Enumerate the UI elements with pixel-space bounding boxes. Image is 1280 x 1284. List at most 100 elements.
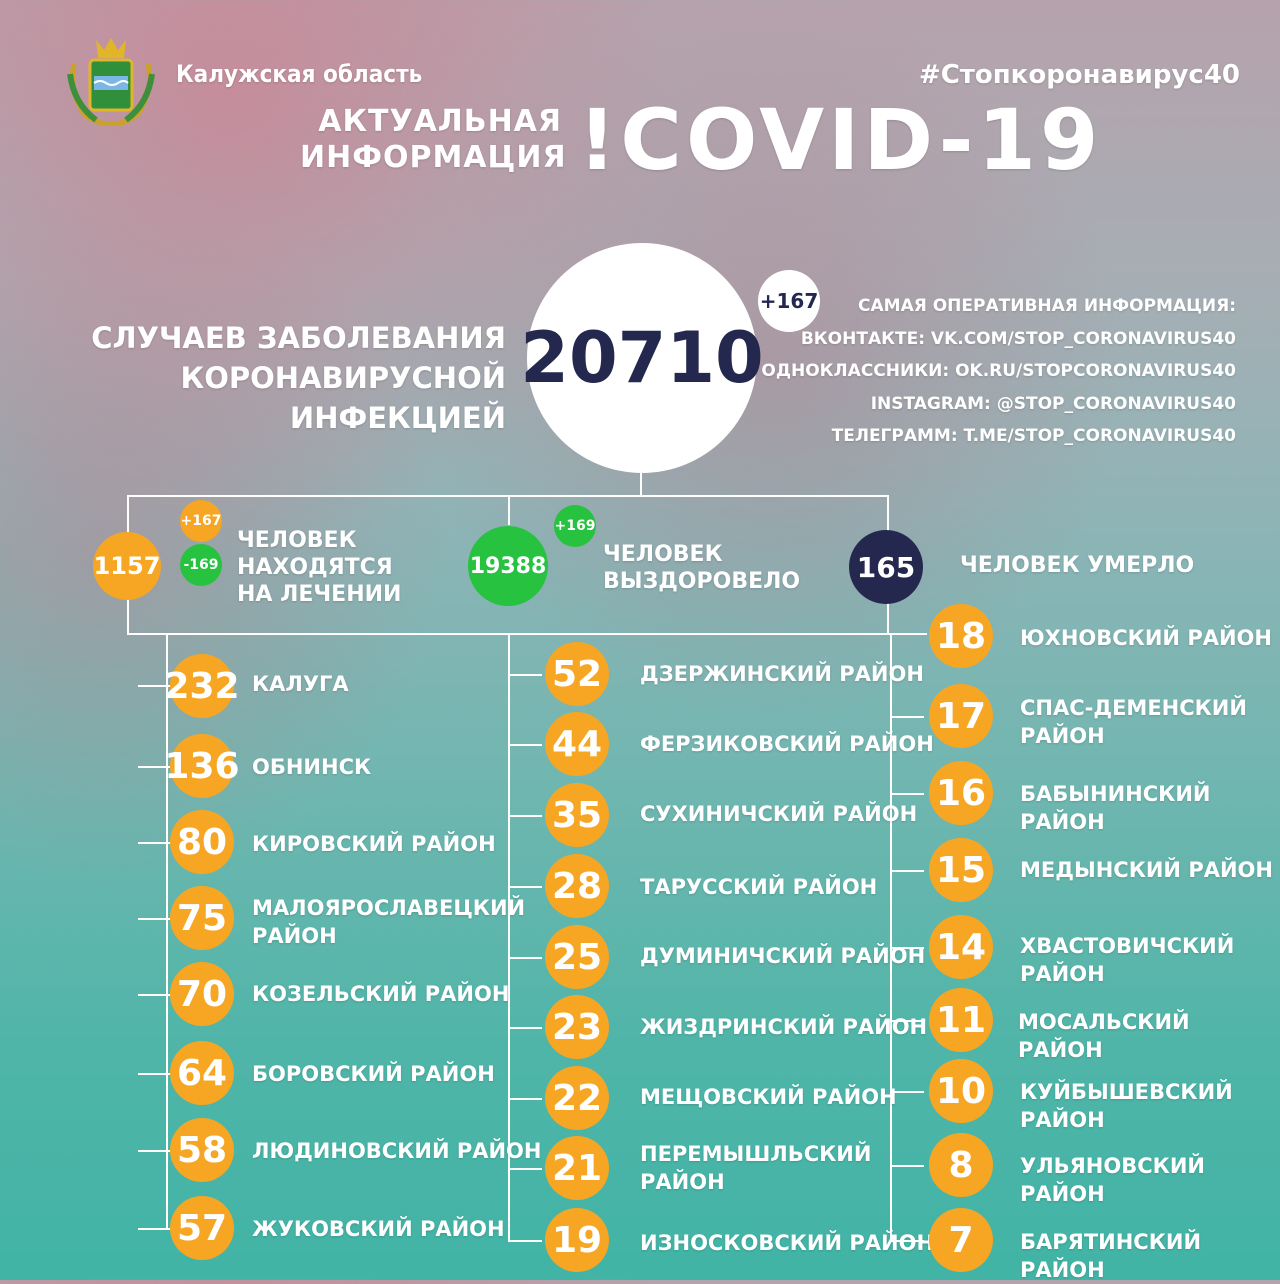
link-telegram[interactable]: ТЕЛЕГРАММ: T.ME/STOP_CORONAVIRUS40: [831, 426, 1236, 446]
district-name: ЖИЗДРИНСКИЙ РАЙОН: [640, 1015, 928, 1039]
district-name: КИРОВСКИЙ РАЙОН: [252, 832, 496, 856]
district-value-circle: 19: [545, 1208, 609, 1272]
row-tick: [508, 1168, 542, 1170]
died-circle: 165: [849, 530, 923, 604]
total-cases-circle: 20710: [520, 243, 764, 473]
district-name: ФЕРЗИКОВСКИЙ РАЙОН: [640, 732, 934, 756]
district-name: ХВАСТОВИЧСКИЙ РАЙОН: [1020, 934, 1235, 986]
connector-line: [508, 495, 510, 525]
recovered-label-line-1: ЧЕЛОВЕК: [603, 542, 723, 567]
total-cases-value: 20710: [520, 317, 764, 399]
row-tick: [890, 1020, 924, 1022]
row-tick: [890, 716, 924, 718]
district-name: ЛЮДИНОВСКИЙ РАЙОН: [252, 1139, 542, 1163]
social-links: САМАЯ ОПЕРАТИВНАЯ ИНФОРМАЦИЯ: ВКОНТАКТЕ:…: [761, 290, 1236, 453]
row-tick: [890, 1240, 924, 1242]
recovered-label-line-2: ВЫЗДОРОВЕЛО: [603, 569, 801, 594]
district-value-circle: 22: [545, 1066, 609, 1130]
district-value-circle: 14: [929, 915, 993, 979]
treatment-plus: +167: [180, 513, 222, 529]
connector-line: [127, 495, 129, 535]
link-vk[interactable]: ВКОНТАКТЕ: VK.COM/STOP_CORONAVIRUS40: [800, 328, 1236, 349]
district-value-circle: 21: [545, 1136, 609, 1200]
title-line-2: ИНФОРМАЦИЯ: [300, 140, 567, 175]
row-tick: [890, 793, 924, 795]
connector-line: [127, 598, 129, 634]
treatment-value: 1157: [93, 552, 161, 580]
links-heading: САМАЯ ОПЕРАТИВНАЯ ИНФОРМАЦИЯ:: [858, 296, 1236, 316]
district-value-circle: 58: [170, 1118, 234, 1182]
row-tick: [890, 1165, 924, 1167]
row-tick: [138, 685, 172, 687]
district-name: КОЗЕЛЬСКИЙ РАЙОН: [252, 982, 510, 1006]
link-ok[interactable]: ОДНОКЛАССНИКИ: OK.RU/STOPCORONAVIRUS40: [761, 361, 1236, 381]
district-value-circle: 11: [929, 988, 993, 1052]
district-name: БОРОВСКИЙ РАЙОН: [252, 1062, 495, 1086]
district-value-circle: 28: [545, 854, 609, 918]
district-name: БАБЫНИНСКИЙ РАЙОН: [1020, 782, 1211, 834]
district-value-circle: 232: [164, 654, 240, 718]
district-value-circle: 44: [545, 712, 609, 776]
row-tick: [138, 766, 172, 768]
district-value-circle: 70: [170, 962, 234, 1026]
district-value-circle: 10: [929, 1059, 993, 1123]
row-tick: [890, 947, 924, 949]
district-name: ЖУКОВСКИЙ РАЙОН: [252, 1217, 505, 1241]
recovered-value: 19388: [469, 553, 547, 579]
district-name: ДУМИНИЧСКИЙ РАЙОН: [640, 944, 926, 968]
treatment-circle: 1157: [93, 532, 161, 600]
treatment-label-line-1: ЧЕЛОВЕК: [237, 528, 357, 553]
title-small: АКТУАЛЬНАЯ ИНФОРМАЦИЯ: [300, 104, 567, 176]
district-name: МАЛОЯРОСЛАВЕЦКИЙ РАЙОН: [252, 896, 526, 948]
region-name: Калужская область: [176, 60, 423, 88]
treatment-label-line-3: НА ЛЕЧЕНИИ: [237, 582, 402, 607]
district-value-circle: 80: [170, 810, 234, 874]
district-name: ТАРУССКИЙ РАЙОН: [640, 875, 878, 899]
district-value-circle: 136: [164, 734, 240, 798]
cases-label: СЛУЧАЕВ ЗАБОЛЕВАНИЯ КОРОНАВИРУСНОЙ ИНФЕК…: [40, 318, 506, 438]
district-name: ИЗНОСКОВСКИЙ РАЙОН: [640, 1231, 935, 1255]
district-value-circle: 7: [929, 1208, 993, 1272]
link-instagram[interactable]: INSTAGRAM: @STOP_CORONAVIRUS40: [870, 393, 1236, 414]
district-name: ПЕРЕМЫШЛЬСКИЙ РАЙОН: [640, 1142, 872, 1194]
row-tick: [508, 886, 542, 888]
district-value-circle: 57: [170, 1196, 234, 1260]
row-tick: [508, 1027, 542, 1029]
district-name: ЮХНОВСКИЙ РАЙОН: [1020, 626, 1272, 650]
title-covid: !COVID-19: [578, 91, 1103, 189]
connector-line: [508, 633, 510, 1240]
row-tick: [508, 1240, 542, 1242]
row-tick: [508, 815, 542, 817]
row-tick: [138, 994, 172, 996]
row-tick: [508, 1098, 542, 1100]
connector-line: [127, 495, 888, 497]
connector-line: [166, 633, 168, 1228]
row-tick: [890, 1091, 924, 1093]
row-tick: [138, 1228, 172, 1230]
row-tick: [138, 918, 172, 920]
district-value-circle: 35: [545, 783, 609, 847]
row-tick: [138, 842, 172, 844]
died-value: 165: [856, 550, 916, 584]
cases-label-line-2: КОРОНАВИРУСНОЙ ИНФЕКЦИЕЙ: [180, 361, 506, 435]
cases-label-line-1: СЛУЧАЕВ ЗАБОЛЕВАНИЯ: [91, 321, 506, 355]
recovered-plus-badge: +169: [554, 505, 596, 547]
district-value-circle: 8: [929, 1133, 993, 1197]
treatment-minus-badge: -169: [180, 544, 222, 586]
district-name: КУЙБЫШЕВСКИЙ РАЙОН: [1020, 1080, 1233, 1132]
district-name: МЕДЫНСКИЙ РАЙОН: [1020, 858, 1273, 882]
treatment-minus: -169: [183, 557, 219, 573]
district-value-circle: 52: [545, 642, 609, 706]
connector-line: [127, 633, 927, 635]
district-name: ДЗЕРЖИНСКИЙ РАЙОН: [640, 662, 924, 686]
row-tick: [508, 957, 542, 959]
connector-line: [887, 598, 889, 634]
district-name: КАЛУГА: [252, 672, 349, 696]
recovered-plus: +169: [554, 518, 596, 534]
row-tick: [138, 1073, 172, 1075]
treatment-plus-badge: +167: [180, 500, 222, 542]
district-name: СПАС-ДЕМЕНСКИЙ РАЙОН: [1020, 696, 1247, 748]
connector-line: [640, 472, 642, 496]
district-value-circle: 23: [545, 995, 609, 1059]
district-name: МОСАЛЬСКИЙ РАЙОН: [1018, 1010, 1190, 1062]
